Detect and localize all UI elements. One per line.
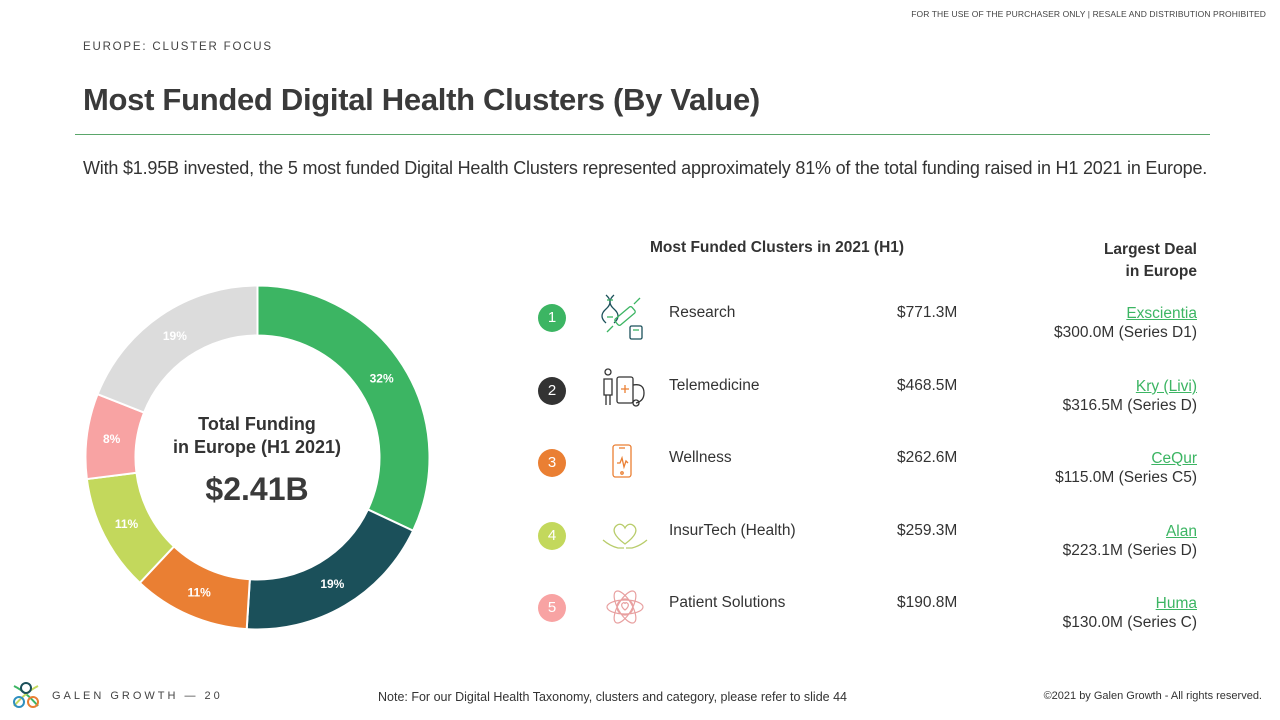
donut-center: Total Funding in Europe (H1 2021) $2.41B	[142, 413, 372, 508]
deal-company-link[interactable]: CeQur	[1151, 450, 1197, 467]
cluster-name: Patient Solutions	[669, 594, 786, 611]
footer-copyright: ©2021 by Galen Growth - All rights reser…	[1043, 690, 1262, 702]
page-title: Most Funded Digital Health Clusters (By …	[83, 82, 760, 117]
clusters-column-header: Most Funded Clusters in 2021 (H1)	[650, 239, 905, 256]
total-funding-value: $2.41B	[205, 471, 309, 507]
deal-company-link[interactable]: Exscientia	[1126, 305, 1197, 322]
donut-slice-research	[256, 284, 431, 533]
wellness-icon	[600, 437, 650, 487]
largest-deal: CeQur $115.0M (Series C5)	[1055, 449, 1197, 487]
rank-badge: 2	[538, 377, 566, 405]
cluster-row-research: 1 Research $771.3M Exscientia $300.0M (S…	[535, 292, 1197, 352]
deal-company-link[interactable]: Alan	[1165, 523, 1197, 540]
center-label-line2: in Europe (H1 2021)	[172, 437, 342, 457]
rank-badge: 4	[538, 522, 566, 550]
donut-slice-telemedicine	[245, 508, 415, 631]
rank-badge: 5	[538, 594, 566, 622]
cluster-value: $262.6M	[897, 449, 958, 466]
patient-solutions-icon	[600, 582, 650, 632]
section-eyebrow: EUROPE: CLUSTER FOCUS	[83, 41, 273, 53]
cluster-value: $190.8M	[897, 594, 958, 611]
deal-detail: $115.0M (Series C5)	[1055, 469, 1197, 486]
donut-slice-label: 11%	[187, 585, 211, 599]
largest-deal: Kry (Livi) $316.5M (Series D)	[1063, 377, 1197, 415]
title-divider	[75, 134, 1210, 135]
donut-slice-label: 8%	[103, 432, 121, 446]
largest-deal: Huma $130.0M (Series C)	[1063, 594, 1197, 632]
page-subtitle: With $1.95B invested, the 5 most funded …	[83, 158, 1208, 178]
insurtech-icon	[600, 510, 650, 560]
cluster-name: Wellness	[669, 449, 732, 466]
cluster-name: Research	[669, 304, 736, 321]
footer-note: Note: For our Digital Health Taxonomy, c…	[378, 690, 847, 704]
cluster-row-wellness: 3 Wellness $262.6M CeQur $115.0M (Series…	[535, 437, 1197, 497]
cluster-value: $771.3M	[897, 304, 958, 321]
telemedicine-icon	[600, 365, 650, 415]
center-label-line1: Total Funding	[198, 414, 316, 434]
deal-company-link[interactable]: Kry (Livi)	[1135, 378, 1197, 395]
donut-slice-other	[96, 284, 259, 414]
cluster-row-patient-solutions: 5 Patient Solutions $190.8M Huma $130.0M…	[535, 582, 1197, 642]
donut-slice-label: 19%	[163, 329, 187, 343]
largest-deal-column-header: Largest Deal in Europe	[1057, 239, 1197, 283]
disclaimer: FOR THE USE OF THE PURCHASER ONLY | RESA…	[911, 9, 1266, 19]
galen-growth-logo-icon	[10, 680, 42, 712]
deal-detail: $316.5M (Series D)	[1062, 397, 1197, 414]
cluster-value: $259.3M	[897, 522, 958, 539]
donut-slice-label: 19%	[320, 577, 344, 591]
research-icon	[600, 292, 650, 342]
footer-brand: GALEN GROWTH — 20	[52, 690, 223, 702]
rank-badge: 3	[538, 449, 566, 477]
deal-header-line1: Largest Deal	[1103, 241, 1197, 258]
cluster-row-telemedicine: 2 Telemedicine $468.5M Kry (Livi) $316.5…	[535, 365, 1197, 425]
center-label: Total Funding in Europe (H1 2021)	[142, 413, 372, 459]
largest-deal: Exscientia $300.0M (Series D1)	[1054, 304, 1197, 342]
donut-slice-label: 11%	[115, 517, 139, 531]
cluster-row-insurtech: 4 InsurTech (Health) $259.3M Alan $223.1…	[535, 510, 1197, 570]
funding-donut-chart: 32% 19% 11% 11% 8% 19%	[84, 284, 431, 631]
deal-company-link[interactable]: Huma	[1155, 595, 1197, 612]
cluster-name: InsurTech (Health)	[669, 522, 796, 539]
rank-badge: 1	[538, 304, 566, 332]
donut-slice-label: 32%	[370, 372, 394, 386]
deal-detail: $130.0M (Series C)	[1062, 614, 1197, 631]
cluster-name: Telemedicine	[669, 377, 760, 394]
deal-header-line2: in Europe	[1125, 263, 1197, 280]
deal-detail: $223.1M (Series D)	[1062, 542, 1197, 559]
cluster-value: $468.5M	[897, 377, 958, 394]
largest-deal: Alan $223.1M (Series D)	[1063, 522, 1197, 560]
deal-detail: $300.0M (Series D1)	[1053, 324, 1197, 341]
